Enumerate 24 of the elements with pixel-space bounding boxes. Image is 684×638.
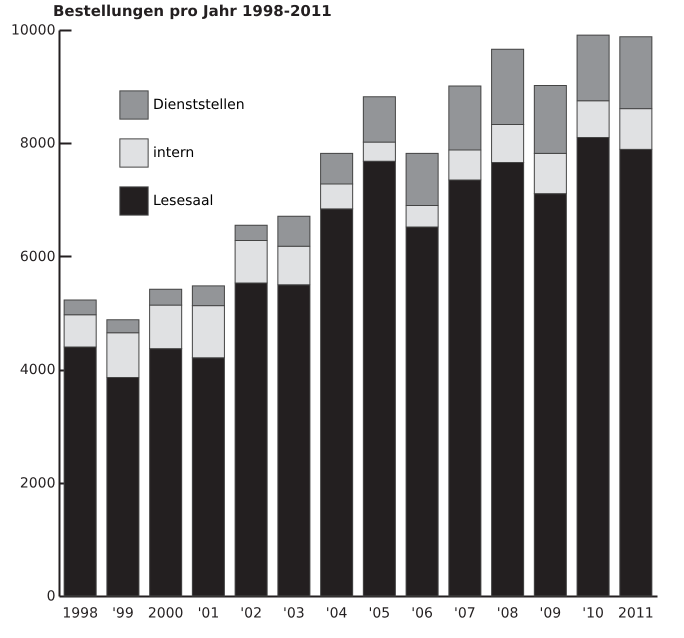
x-tick-label: '04 [326, 606, 348, 622]
x-tick-label: '99 [112, 606, 134, 622]
legend-label: Dienststellen [153, 97, 245, 113]
legend-label: intern [153, 145, 194, 161]
chart-title: Bestellungen pro Jahr 1998-2011 [53, 2, 332, 20]
x-tick-label: '01 [198, 606, 220, 622]
x-tick-label: '10 [582, 606, 604, 622]
y-tick-label: 2000 [20, 475, 56, 492]
x-tick-label: '07 [454, 606, 476, 622]
x-tick-label: '03 [283, 606, 305, 622]
legend-label: Lesesaal [153, 193, 214, 209]
x-tick-label: '08 [496, 606, 518, 622]
y-tick-label: 0 [46, 588, 56, 604]
x-tick-label: 1998 [62, 606, 98, 622]
x-tick-label: '06 [411, 606, 434, 622]
y-tick-label: 4000 [20, 362, 56, 378]
x-tick-label: 2011 [618, 606, 654, 622]
x-tick-label: 2000 [148, 606, 184, 622]
x-tick-label: '09 [540, 606, 562, 622]
x-tick-label: '02 [240, 606, 262, 622]
y-tick-label: 10000 [10, 22, 56, 38]
y-tick-label: 8000 [20, 136, 56, 152]
y-tick-label: 6000 [20, 248, 56, 265]
x-tick-label: '05 [368, 606, 390, 622]
